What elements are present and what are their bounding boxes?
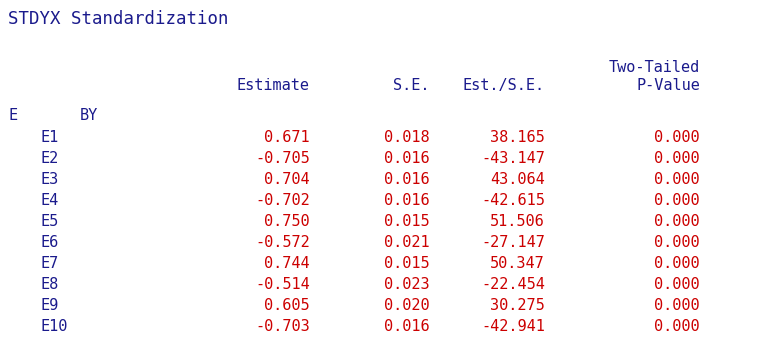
Text: -0.703: -0.703 (256, 319, 310, 334)
Text: 0.016: 0.016 (385, 319, 430, 334)
Text: -0.572: -0.572 (256, 235, 310, 250)
Text: -0.702: -0.702 (256, 193, 310, 208)
Text: 0.750: 0.750 (264, 214, 310, 229)
Text: E3: E3 (40, 172, 58, 187)
Text: 0.016: 0.016 (385, 151, 430, 166)
Text: -42.941: -42.941 (481, 319, 545, 334)
Text: E4: E4 (40, 193, 58, 208)
Text: E9: E9 (40, 298, 58, 313)
Text: 0.000: 0.000 (655, 319, 700, 334)
Text: 0.023: 0.023 (385, 277, 430, 292)
Text: 0.021: 0.021 (385, 235, 430, 250)
Text: 0.000: 0.000 (655, 235, 700, 250)
Text: BY: BY (80, 108, 98, 123)
Text: 0.015: 0.015 (385, 214, 430, 229)
Text: P-Value: P-Value (636, 78, 700, 93)
Text: E10: E10 (40, 319, 67, 334)
Text: 0.000: 0.000 (655, 130, 700, 145)
Text: 51.506: 51.506 (491, 214, 545, 229)
Text: S.E.: S.E. (394, 78, 430, 93)
Text: -0.514: -0.514 (256, 277, 310, 292)
Text: 30.275: 30.275 (491, 298, 545, 313)
Text: Estimate: Estimate (237, 78, 310, 93)
Text: 38.165: 38.165 (491, 130, 545, 145)
Text: Est./S.E.: Est./S.E. (463, 78, 545, 93)
Text: 0.671: 0.671 (264, 130, 310, 145)
Text: -27.147: -27.147 (481, 235, 545, 250)
Text: 0.018: 0.018 (385, 130, 430, 145)
Text: 0.020: 0.020 (385, 298, 430, 313)
Text: 0.015: 0.015 (385, 256, 430, 271)
Text: 0.016: 0.016 (385, 172, 430, 187)
Text: -0.705: -0.705 (256, 151, 310, 166)
Text: E5: E5 (40, 214, 58, 229)
Text: E: E (8, 108, 17, 123)
Text: 0.000: 0.000 (655, 193, 700, 208)
Text: 0.016: 0.016 (385, 193, 430, 208)
Text: 0.000: 0.000 (655, 214, 700, 229)
Text: 0.000: 0.000 (655, 277, 700, 292)
Text: 0.000: 0.000 (655, 151, 700, 166)
Text: 0.000: 0.000 (655, 298, 700, 313)
Text: -42.615: -42.615 (481, 193, 545, 208)
Text: E7: E7 (40, 256, 58, 271)
Text: E8: E8 (40, 277, 58, 292)
Text: E2: E2 (40, 151, 58, 166)
Text: 50.347: 50.347 (491, 256, 545, 271)
Text: E1: E1 (40, 130, 58, 145)
Text: -43.147: -43.147 (481, 151, 545, 166)
Text: 0.000: 0.000 (655, 256, 700, 271)
Text: 43.064: 43.064 (491, 172, 545, 187)
Text: 0.744: 0.744 (264, 256, 310, 271)
Text: STDYX Standardization: STDYX Standardization (8, 10, 228, 28)
Text: E6: E6 (40, 235, 58, 250)
Text: 0.704: 0.704 (264, 172, 310, 187)
Text: Two-Tailed: Two-Tailed (609, 60, 700, 75)
Text: 0.605: 0.605 (264, 298, 310, 313)
Text: -22.454: -22.454 (481, 277, 545, 292)
Text: 0.000: 0.000 (655, 172, 700, 187)
